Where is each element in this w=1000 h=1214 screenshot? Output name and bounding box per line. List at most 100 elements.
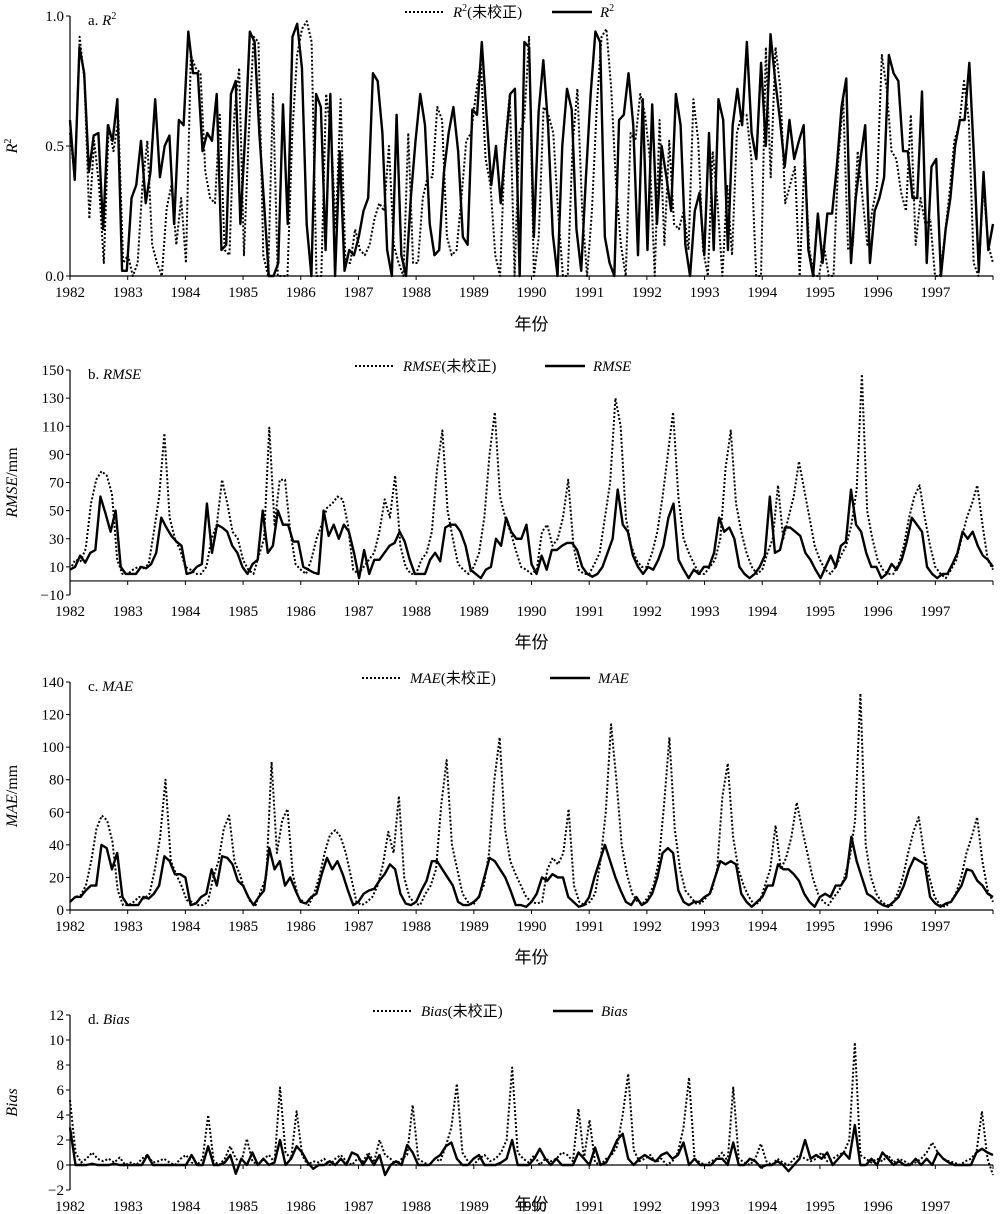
x-tick-label: 1991 <box>574 285 604 301</box>
legend-entry: RMSE(未校正) <box>402 358 496 375</box>
legend: Bias(未校正) Bias <box>373 1003 628 1020</box>
x-tick-label: 1984 <box>170 285 201 301</box>
x-tick-label: 1994 <box>747 1199 778 1214</box>
panel-title: c. MAE <box>88 679 133 695</box>
legend-name: R <box>599 5 609 21</box>
panel-title: b. RMSE <box>88 367 141 383</box>
legend-entry: R2 <box>599 3 614 21</box>
x-tick-label: 1982 <box>55 919 85 935</box>
y-tick-label: 0 <box>57 1158 65 1174</box>
x-tick-label: 1985 <box>228 285 258 301</box>
x-tick-label: 1991 <box>574 1199 604 1214</box>
legend-suffix: (未校正) <box>467 4 522 21</box>
x-tick-label: 1988 <box>401 285 431 301</box>
y-tick-label: −10 <box>41 588 64 604</box>
legend-name: Bias <box>421 1004 448 1020</box>
x-tick-label: 1995 <box>805 1199 835 1214</box>
x-axis-title: 年份 <box>515 315 549 334</box>
x-tick-label: 1984 <box>170 1199 201 1214</box>
x-tick-label: 1987 <box>343 285 374 301</box>
y-axis-title-unit: /mm <box>4 447 21 477</box>
x-tick-label: 1997 <box>920 919 951 935</box>
y-tick-label: 150 <box>42 363 65 379</box>
x-tick-label: 1983 <box>113 1199 143 1214</box>
panel-r2: 0.0 0.5 1.0 1982 1983 1984 1985 1986 1987 1988 198… <box>3 3 995 334</box>
y-axis-title-sup: 2 <box>3 139 14 144</box>
x-tick-label: 1993 <box>690 604 720 620</box>
x-axis-title: 年份 <box>515 1195 549 1214</box>
x-tick-label: 1994 <box>747 285 778 301</box>
panel-bias: −2 0 2 4 6 8 10 12 1982 1983 1984 1985 1986 1987 1988 1… <box>4 1003 994 1214</box>
x-tick-label: 1996 <box>863 285 894 301</box>
x-tick-label: 1984 <box>170 919 201 935</box>
y-tick-label: 60 <box>49 805 64 821</box>
x-tick-label: 1994 <box>747 604 778 620</box>
x-tick-label: 1990 <box>517 285 547 301</box>
x-tick-label: 1983 <box>113 285 143 301</box>
x-tick-label: 1994 <box>747 919 778 935</box>
legend: R2(未校正) R2 <box>405 3 614 21</box>
x-tick-label: 1997 <box>920 1199 951 1214</box>
x-axis-title: 年份 <box>515 633 549 652</box>
legend-entry: MAE <box>597 671 629 687</box>
y-tick-label: 10 <box>49 1033 64 1049</box>
x-tick-label: 1990 <box>517 1199 547 1214</box>
y-tick-label: 0.0 <box>45 269 64 285</box>
y-axis-title-name: R <box>4 143 21 154</box>
legend-name: Bias <box>601 1004 628 1020</box>
y-tick-label: −2 <box>48 1183 64 1199</box>
x-tick-label: 1985 <box>228 919 258 935</box>
y-tick-label: 8 <box>57 1058 65 1074</box>
y-tick-label: 2 <box>57 1133 65 1149</box>
series-line-corrected <box>69 835 994 908</box>
panel-title-name: Bias <box>103 1012 130 1028</box>
y-tick-label: 20 <box>49 870 64 886</box>
x-tick-label: 1986 <box>286 1199 317 1214</box>
y-tick-label: 4 <box>57 1108 65 1124</box>
legend-sup: 2 <box>462 3 467 14</box>
panel-title: a. R2 <box>88 11 116 29</box>
x-tick-label: 1989 <box>459 1199 489 1214</box>
panel-title-name: R <box>101 13 111 29</box>
x-tick-label: 1992 <box>632 919 662 935</box>
y-tick-label: 0.5 <box>45 139 64 155</box>
y-tick-label: 110 <box>42 419 64 435</box>
y-tick-label: 50 <box>49 504 64 520</box>
y-tick-label: 6 <box>57 1083 65 1099</box>
x-tick-label: 1990 <box>517 919 547 935</box>
panel-label: a. <box>88 13 98 29</box>
panel-mae: 0 20 40 60 80 100 120 140 1982 1983 1984 1985 1986 19… <box>4 670 994 967</box>
x-tick-label: 1988 <box>401 919 431 935</box>
x-tick-label: 1989 <box>459 285 489 301</box>
y-tick-label: 12 <box>49 1008 64 1024</box>
series-line-uncorrected <box>69 692 994 908</box>
y-axis-title: R2 <box>3 139 21 155</box>
series-line-uncorrected <box>69 1041 994 1176</box>
x-tick-label: 1996 <box>863 604 894 620</box>
x-tick-label: 1983 <box>113 604 143 620</box>
legend: MAE(未校正) MAE <box>362 670 629 687</box>
y-tick-label: 90 <box>49 447 64 463</box>
panel-title: d. Bias <box>88 1012 130 1028</box>
legend-suffix: (未校正) <box>441 358 496 375</box>
series-line-corrected <box>69 488 994 580</box>
x-tick-label: 1995 <box>805 919 835 935</box>
x-tick-label: 1987 <box>343 1199 374 1214</box>
legend-entry: R2(未校正) <box>452 3 522 21</box>
x-tick-label: 1988 <box>401 1199 431 1214</box>
x-tick-label: 1996 <box>863 919 894 935</box>
x-tick-label: 1986 <box>286 285 317 301</box>
x-tick-label: 1993 <box>690 285 720 301</box>
x-tick-label: 1985 <box>228 1199 258 1214</box>
x-tick-label: 1986 <box>286 919 317 935</box>
legend-name: MAE <box>597 671 629 687</box>
legend-name: RMSE <box>592 359 631 375</box>
x-tick-label: 1997 <box>920 285 951 301</box>
y-axis-title-name: MAE <box>4 794 21 828</box>
y-tick-label: 140 <box>42 675 65 691</box>
x-tick-label: 1984 <box>170 604 201 620</box>
y-axis-title: RMSE/mm <box>4 447 21 519</box>
series-line-corrected <box>68 22 995 278</box>
x-tick-label: 1996 <box>863 1199 894 1214</box>
